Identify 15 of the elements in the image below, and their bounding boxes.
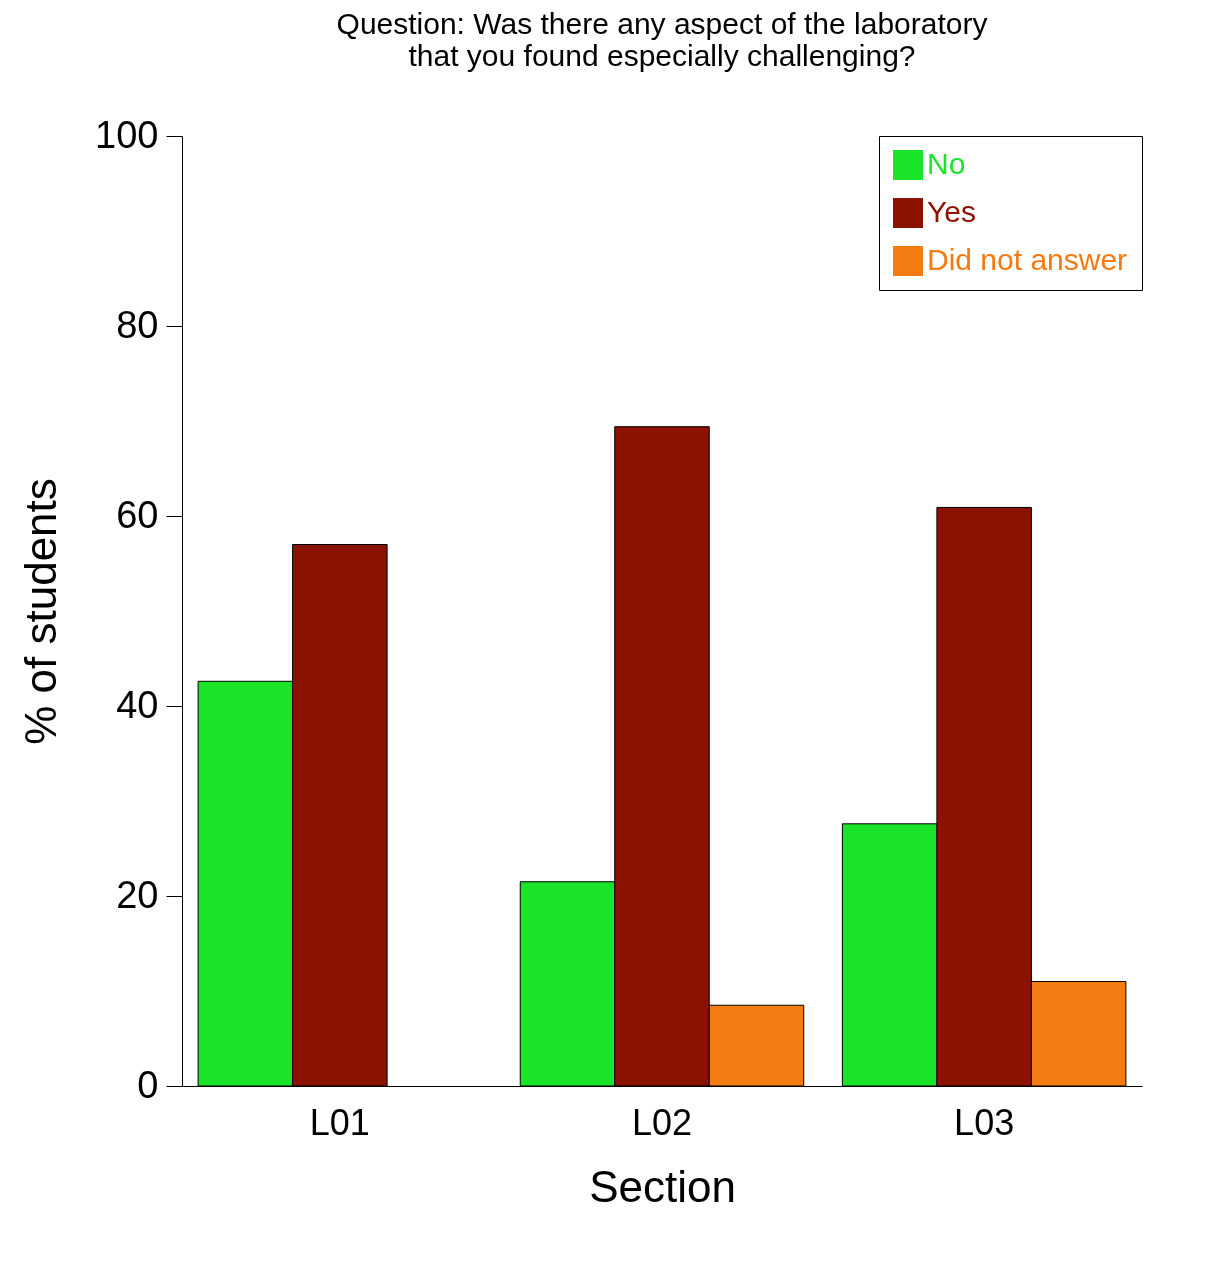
x-axis-title: Section — [589, 1161, 736, 1211]
legend-label: Did not answer — [927, 243, 1128, 276]
legend-label: No — [927, 147, 966, 180]
y-tick-label: 40 — [116, 683, 159, 726]
x-tick-label: L01 — [309, 1101, 370, 1143]
x-tick-label: L02 — [631, 1101, 693, 1143]
y-tick-label: 60 — [116, 493, 159, 536]
y-tick-label: 100 — [95, 113, 159, 156]
y-tick-label: 0 — [137, 1063, 159, 1106]
legend-label: Yes — [927, 195, 976, 228]
x-tick-label: L03 — [954, 1101, 1015, 1143]
y-axis-title: % of students — [16, 478, 66, 745]
y-tick-label: 20 — [116, 873, 159, 916]
chart-title: Question: Was there any aspect of the laboratory that you found especially challenging? — [336, 7, 988, 72]
y-tick-label: 80 — [116, 303, 159, 346]
